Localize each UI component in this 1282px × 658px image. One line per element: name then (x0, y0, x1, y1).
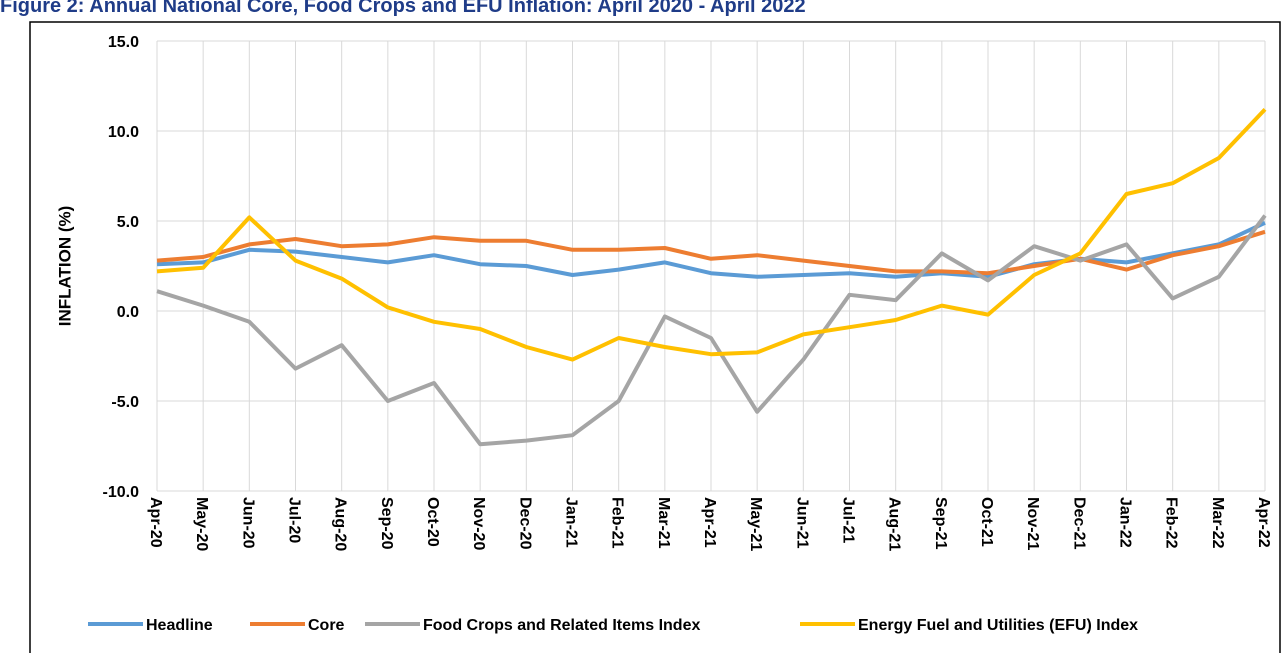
x-tick-label: Jan-22 (1117, 497, 1134, 548)
y-tick-label: -10.0 (103, 484, 140, 501)
x-tick-label: Mar-21 (655, 497, 672, 549)
x-tick-label: Feb-21 (609, 497, 626, 549)
x-tick-label: Dec-20 (516, 497, 533, 550)
x-tick-label: Oct-21 (978, 497, 995, 547)
x-tick-label: Jan-21 (563, 497, 580, 548)
y-tick-label: 5.0 (117, 214, 139, 231)
x-tick-label: Jul-21 (840, 497, 857, 543)
x-tick-label: Feb-22 (1163, 497, 1180, 549)
x-tick-label: Apr-22 (1255, 497, 1272, 548)
chart-title: Figure 2: Annual National Core, Food Cro… (0, 0, 806, 17)
x-tick-label: Oct-20 (424, 497, 441, 547)
legend-label: Core (308, 617, 345, 634)
y-axis-label: INFLATION (%) (55, 206, 74, 327)
x-tick-label: May-20 (193, 497, 210, 551)
x-tick-label: Aug-20 (332, 497, 349, 551)
x-tick-label: Sep-20 (378, 497, 395, 550)
y-tick-label: 15.0 (108, 34, 139, 51)
x-tick-label: Nov-21 (1024, 497, 1041, 550)
series-line (156, 214, 1267, 447)
x-tick-label: May-21 (747, 497, 764, 551)
y-tick-label: 0.0 (117, 304, 139, 321)
x-tick-label: Jun-20 (239, 497, 256, 549)
x-tick-label: Dec-21 (1070, 497, 1087, 550)
x-tick-label: Apr-20 (147, 497, 164, 548)
x-tick-label: Jun-21 (793, 497, 810, 549)
y-tick-label: 10.0 (108, 124, 139, 141)
x-tick-label: Nov-20 (470, 497, 487, 550)
x-tick-label: Jul-20 (286, 497, 303, 543)
legend-label: Energy Fuel and Utilities (EFU) Index (858, 617, 1138, 634)
x-tick-label: Sep-21 (932, 497, 949, 550)
x-tick-label: Apr-21 (701, 497, 718, 548)
x-tick-label: Mar-22 (1209, 497, 1226, 549)
legend-label: Headline (146, 617, 213, 634)
y-tick-label: -5.0 (111, 394, 139, 411)
chart-frame (29, 21, 1281, 658)
series-line (156, 108, 1267, 362)
x-tick-label: Aug-21 (886, 497, 903, 551)
legend-label: Food Crops and Related Items Index (423, 617, 700, 634)
